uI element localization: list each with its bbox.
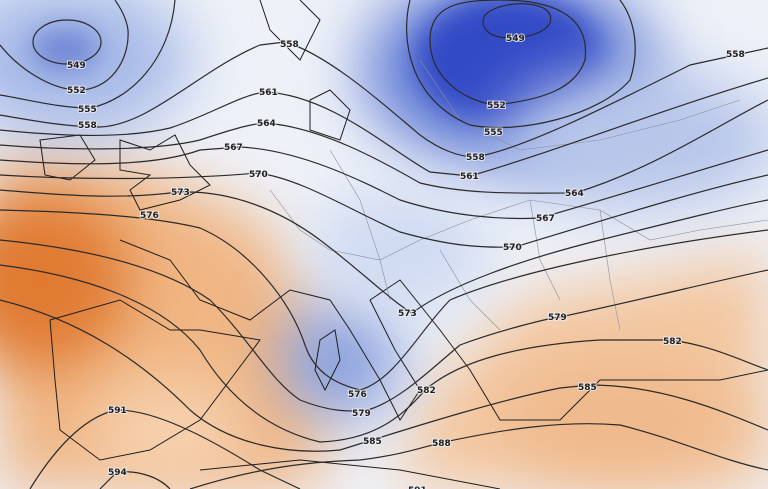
- contour-567: [0, 146, 768, 220]
- contour-label: 585: [578, 383, 597, 393]
- contour-585: [0, 299, 768, 452]
- contour-573: [0, 189, 768, 314]
- contour-label: 579: [352, 409, 371, 419]
- contour-582: [0, 264, 768, 443]
- contour-555-west: [0, 0, 176, 109]
- contour-564: [0, 99, 768, 194]
- contour-594: [99, 471, 171, 489]
- contour-label: 573: [171, 188, 190, 198]
- contour-labels: 549 552 555 558 558 561 564 567 570 573 …: [66, 33, 746, 489]
- contour-label: 561: [259, 88, 278, 98]
- contour-576: [0, 209, 768, 391]
- contour-label: 567: [224, 143, 243, 153]
- contour-561: [0, 77, 768, 177]
- contour-label: 567: [536, 214, 555, 224]
- contour-label: 570: [249, 170, 268, 180]
- contour-label: 552: [67, 86, 86, 96]
- contour-label: 585: [363, 437, 382, 447]
- contour-label: 591: [408, 486, 427, 489]
- contour-label: 582: [663, 337, 682, 347]
- contour-label: 573: [398, 309, 417, 319]
- contour-552-east: [429, 0, 587, 106]
- contour-570: [0, 172, 768, 248]
- contour-label: 579: [548, 313, 567, 323]
- contour-label: 588: [432, 439, 451, 449]
- contour-552-west: [0, 0, 129, 91]
- contour-label: 558: [280, 40, 299, 50]
- contour-label: 558: [466, 153, 485, 163]
- contour-579: [0, 239, 768, 412]
- contour-558: [0, 41, 768, 158]
- contour-label: 594: [108, 468, 127, 478]
- contour-label: 552: [487, 101, 506, 111]
- contour-588: [189, 423, 768, 489]
- country-borders: [39, 0, 768, 489]
- contour-label: 564: [565, 189, 584, 199]
- contour-label: 576: [140, 211, 159, 221]
- contour-549-east: [482, 3, 552, 39]
- contour-label: 576: [348, 390, 367, 400]
- contour-label: 570: [503, 243, 522, 253]
- contour-label: 558: [78, 121, 97, 131]
- contour-549-west: [32, 19, 102, 65]
- contour-label: 555: [78, 105, 97, 115]
- contour-label: 549: [67, 61, 86, 71]
- contour-label: 558: [726, 50, 745, 60]
- contour-591: [29, 409, 301, 489]
- contour-label: 582: [417, 386, 436, 396]
- contour-label: 564: [257, 119, 276, 129]
- contour-label: 549: [506, 34, 525, 44]
- contour-label: 591: [108, 406, 127, 416]
- contour-555-east: [406, 0, 636, 129]
- contour-label: 555: [484, 128, 503, 138]
- contour-label: 561: [460, 172, 479, 182]
